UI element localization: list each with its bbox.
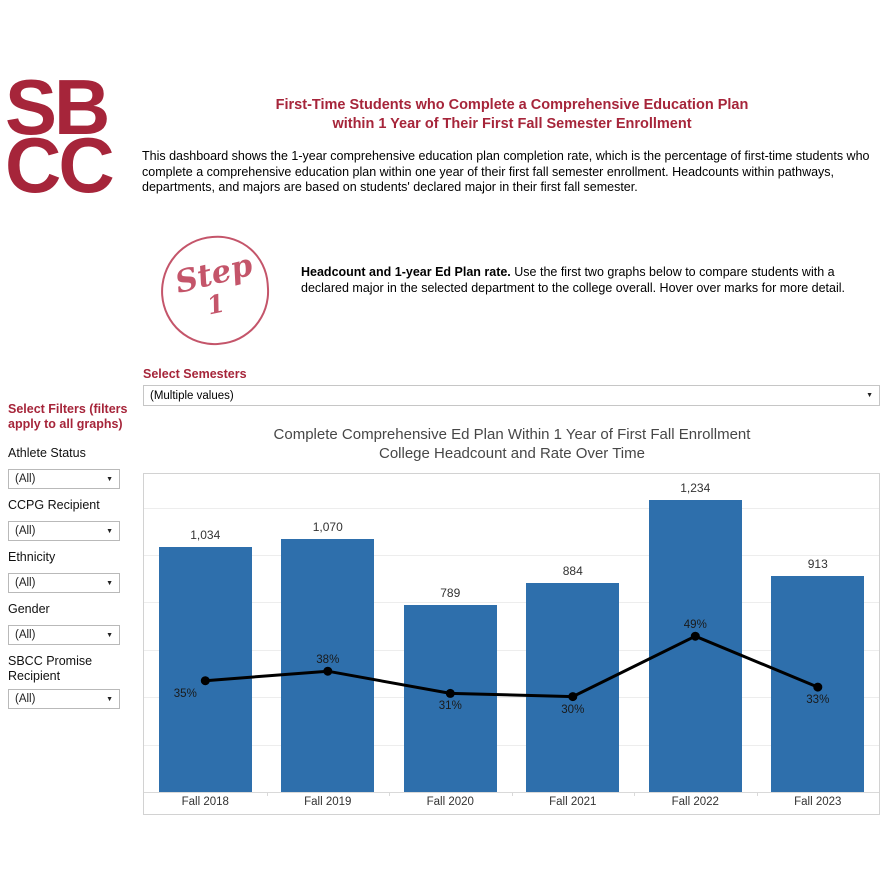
rate-point[interactable]: [445, 688, 455, 698]
rate-point[interactable]: [323, 666, 333, 676]
chevron-down-icon: ▼: [106, 631, 113, 639]
chart-title-line-1: Complete Comprehensive Ed Plan Within 1 …: [273, 426, 751, 443]
rate-label: 31%: [438, 700, 462, 713]
gridline: [144, 602, 879, 604]
rate-point[interactable]: [690, 631, 700, 641]
axis-tick: [511, 792, 513, 796]
bar-value-label: 884: [562, 563, 583, 578]
chevron-down-icon: ▼: [106, 527, 113, 535]
chevron-down-icon: ▼: [866, 392, 873, 399]
chevron-down-icon: ▼: [106, 579, 113, 587]
rate-label: 33%: [806, 694, 830, 707]
sbcc-promise-dropdown[interactable]: (All) ▼: [8, 689, 120, 709]
gender-dropdown[interactable]: (All) ▼: [8, 625, 120, 645]
gridline: [144, 744, 879, 746]
headcount-rate-chart: 1,034 Fall 2018 1,070 Fall 2019 789 Fall 2020…: [143, 473, 880, 815]
x-axis-label: Fall 2023: [794, 796, 842, 808]
logo-line-2: CC: [5, 121, 115, 209]
rate-label: 49%: [683, 619, 707, 632]
rate-line-svg: [200, 631, 823, 702]
axis-tick: [266, 792, 268, 796]
dashboard-title-line-2: within 1 Year of Their First Fall Semest…: [332, 115, 692, 132]
bar[interactable]: [281, 538, 375, 792]
rate-label: 35%: [173, 687, 197, 700]
x-axis-label: Fall 2021: [549, 796, 597, 808]
semesters-dropdown-value: (Multiple values): [150, 389, 234, 402]
ethnicity-value: (All): [15, 577, 36, 589]
chart-title: Complete Comprehensive Ed Plan Within 1 …: [143, 426, 881, 463]
chart-title-line-2: College Headcount and Rate Over Time: [379, 444, 645, 462]
bar-value-label: 789: [440, 586, 461, 600]
dashboard-title-line-1: First-Time Students who Complete a Compr…: [275, 97, 749, 113]
athlete-status-dropdown[interactable]: (All) ▼: [8, 469, 120, 489]
x-axis-label: Fall 2020: [426, 796, 474, 808]
axis-tick: [389, 792, 390, 796]
rate-point[interactable]: [813, 682, 823, 692]
axis-tick: [634, 792, 635, 796]
semesters-dropdown[interactable]: (Multiple values) ▼: [143, 385, 880, 406]
bar[interactable]: [526, 582, 620, 792]
gridline: [144, 507, 879, 509]
step-1-badge: Step 1: [157, 232, 273, 349]
filter-label-gender: Gender: [8, 602, 50, 616]
x-axis-line: [144, 792, 879, 793]
gridline: [144, 697, 879, 699]
bar-value-label: 1,070: [312, 519, 343, 534]
step-instructions-bold: Headcount and 1-year Ed Plan rate.: [301, 265, 511, 279]
filter-label-athlete-status: Athlete Status: [8, 446, 86, 460]
logo-line-1: SB: [5, 63, 110, 151]
rate-label: 30%: [561, 703, 585, 716]
dashboard-title: First-Time Students who Complete a Compr…: [143, 96, 881, 133]
chevron-down-icon: ▼: [106, 475, 113, 483]
gender-value: (All): [15, 629, 36, 641]
ccpg-recipient-value: (All): [15, 525, 36, 537]
bar[interactable]: [158, 547, 252, 792]
step-instructions-text: Use the first two graphs below to compar…: [301, 265, 846, 295]
bar[interactable]: [403, 605, 497, 792]
step-1-instructions: Headcount and 1-year Ed Plan rate. Use t…: [301, 265, 881, 296]
rate-label: 38%: [316, 654, 340, 667]
filter-label-ccpg-recipient: CCPG Recipient: [8, 498, 100, 512]
x-axis-label: Fall 2022: [671, 796, 719, 808]
chevron-down-icon: ▼: [106, 695, 113, 703]
gridline: [144, 649, 879, 651]
bar[interactable]: [648, 499, 742, 792]
ethnicity-dropdown[interactable]: (All) ▼: [8, 573, 120, 593]
select-semesters-label: Select Semesters: [143, 367, 247, 381]
rate-point[interactable]: [568, 692, 578, 702]
dashboard-description: This dashboard shows the 1-year comprehe…: [142, 149, 870, 195]
x-axis-label: Fall 2019: [304, 796, 352, 808]
filters-heading: Select Filters (filters apply to all gra…: [8, 402, 128, 431]
rate-point[interactable]: [200, 676, 210, 686]
sbcc-logo: SB CC: [5, 63, 115, 209]
bar-value-label: 1,034: [190, 528, 221, 542]
gridline: [144, 555, 879, 556]
ccpg-recipient-dropdown[interactable]: (All) ▼: [8, 521, 120, 541]
bar-value-label: 1,234: [680, 480, 711, 495]
plot-area: 1,034 Fall 2018 1,070 Fall 2019 789 Fall 2020…: [144, 474, 879, 808]
rate-line: [205, 634, 819, 699]
athlete-status-value: (All): [15, 473, 36, 485]
filter-label-sbcc-promise: SBCC Promise Recipient: [8, 654, 93, 683]
axis-tick: [756, 792, 758, 796]
x-axis-label: Fall 2018: [181, 796, 229, 808]
bar-value-label: 913: [807, 556, 828, 571]
sbcc-promise-value: (All): [15, 693, 36, 705]
filter-label-ethnicity: Ethnicity: [8, 550, 56, 564]
